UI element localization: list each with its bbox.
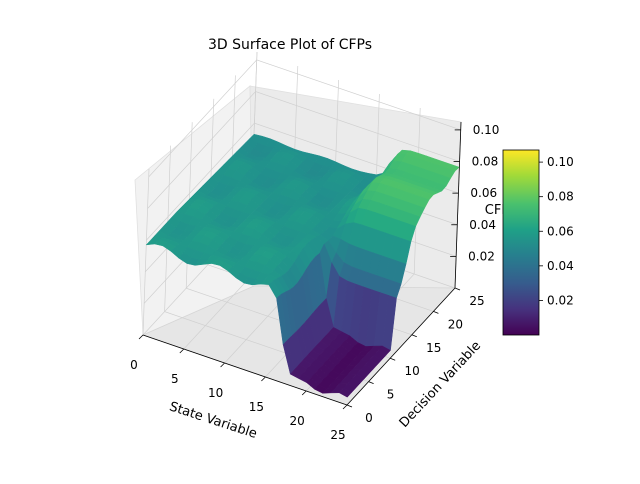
colorbar-tick-label: 0.10 [547,155,574,169]
z-grid-line [147,91,460,209]
y-tick-label: 25 [469,294,484,308]
y-tick-mark [454,287,461,291]
colorbar: 0.02 0.04 0.06 0.08 0.10 [502,149,574,336]
colorbar-tick-label: 0.08 [547,190,574,204]
y-tick-mark [390,357,396,361]
x-tick-mark [342,404,348,410]
z-tick-label: 0.02 [468,249,495,263]
x-axis-line [142,334,348,406]
y-tick-label: 15 [426,341,441,355]
z-tick-label: 0.04 [469,218,496,232]
x-tick-mark [220,362,225,368]
surface-mesh [145,133,460,398]
y-tick-mark [411,334,417,338]
colorbar-tick-label: 0.04 [547,259,574,273]
z-axis-ticks: 0.02 0.04 0.06 0.08 0.10 [450,123,499,263]
z-tick-label: 0.10 [473,123,500,137]
y-tick-mark [346,404,353,408]
x-tick-label: 15 [249,400,264,414]
x-tick-label: 25 [330,428,345,442]
x-tick-label: 0 [130,358,138,372]
z-grid-line [148,59,461,178]
colorbar-gradient [502,149,540,336]
y-tick-label: 10 [405,364,420,378]
chart-title: 3D Surface Plot of CFPs [208,37,372,53]
colorbar-ticks: 0.02 0.04 0.06 0.08 0.10 [539,155,574,307]
z-tick-label: 0.06 [470,186,497,200]
z-tick-label: 0.08 [472,155,499,169]
y-tick-label: 0 [365,411,373,425]
y-axis-line [346,287,456,406]
surface-facet [338,387,353,398]
x-tick-label: 10 [208,386,223,400]
x-axis-ticks: 0 5 10 15 20 25 [130,334,348,442]
x-tick-mark [261,376,266,382]
colorbar-tick-label: 0.02 [547,293,574,307]
x-axis-label: State Variable [167,399,258,441]
x-tick-mark [301,390,307,396]
y-tick-mark [368,381,374,384]
x-tick-label: 20 [290,414,305,428]
axis-edges [142,121,462,406]
y-tick-label: 5 [387,388,395,402]
x-tick-label: 5 [171,372,179,386]
x-tick-mark [138,334,144,340]
y-tick-mark [433,311,439,314]
z-axis-line [454,121,462,289]
x-tick-mark [179,348,185,354]
colorbar-tick-label: 0.06 [547,224,574,238]
y-tick-label: 20 [448,317,463,331]
y-axis-ticks: 05 10 15 20 25 [346,287,485,425]
